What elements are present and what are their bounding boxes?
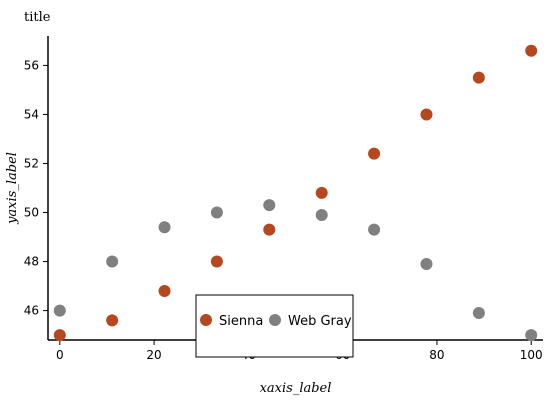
legend: Sienna Web Gray: [195, 294, 354, 358]
sienna-point: [263, 223, 276, 236]
web-gray-point: [210, 206, 223, 219]
sienna-point: [525, 44, 538, 57]
chart-title: title: [24, 10, 51, 25]
y-tick-label: 50: [24, 206, 39, 220]
sienna-point: [368, 147, 381, 160]
x-tick-label: 0: [56, 348, 64, 362]
y-tick-label: 52: [24, 156, 39, 170]
data-points: [53, 44, 538, 342]
sienna-point: [420, 108, 433, 121]
web-gray-point: [53, 304, 66, 317]
y-tick-label: 46: [24, 304, 39, 318]
y-tick-label: 48: [24, 255, 39, 269]
legend-box: [195, 294, 354, 358]
web-gray-point: [158, 221, 171, 234]
web-gray-point: [315, 208, 328, 221]
x-axis-label: xaxis_label: [260, 381, 332, 396]
legend-label-sienna: Sienna: [219, 314, 263, 329]
y-axis-label: yaxis_label: [5, 152, 20, 225]
x-tick-label: 100: [520, 348, 543, 362]
y-tick-label: 56: [24, 58, 39, 72]
sienna-point: [210, 255, 223, 268]
sienna-point: [53, 329, 66, 342]
y-tick-label: 54: [24, 107, 39, 121]
sienna-point: [315, 186, 328, 199]
legend-marker-sienna: [200, 314, 212, 326]
x-tick-label: 80: [429, 348, 444, 362]
web-gray-point: [106, 255, 119, 268]
web-gray-point: [368, 223, 381, 236]
web-gray-point: [525, 329, 538, 342]
web-gray-point: [420, 258, 433, 270]
legend-label-web-gray: Web Gray: [288, 314, 352, 329]
sienna-point: [106, 314, 119, 327]
web-gray-point: [263, 199, 276, 212]
web-gray-point: [472, 307, 485, 320]
legend-marker-web-gray: [269, 314, 281, 326]
sienna-point: [472, 71, 485, 84]
sienna-point: [158, 284, 171, 297]
x-tick-label: 20: [146, 348, 161, 362]
